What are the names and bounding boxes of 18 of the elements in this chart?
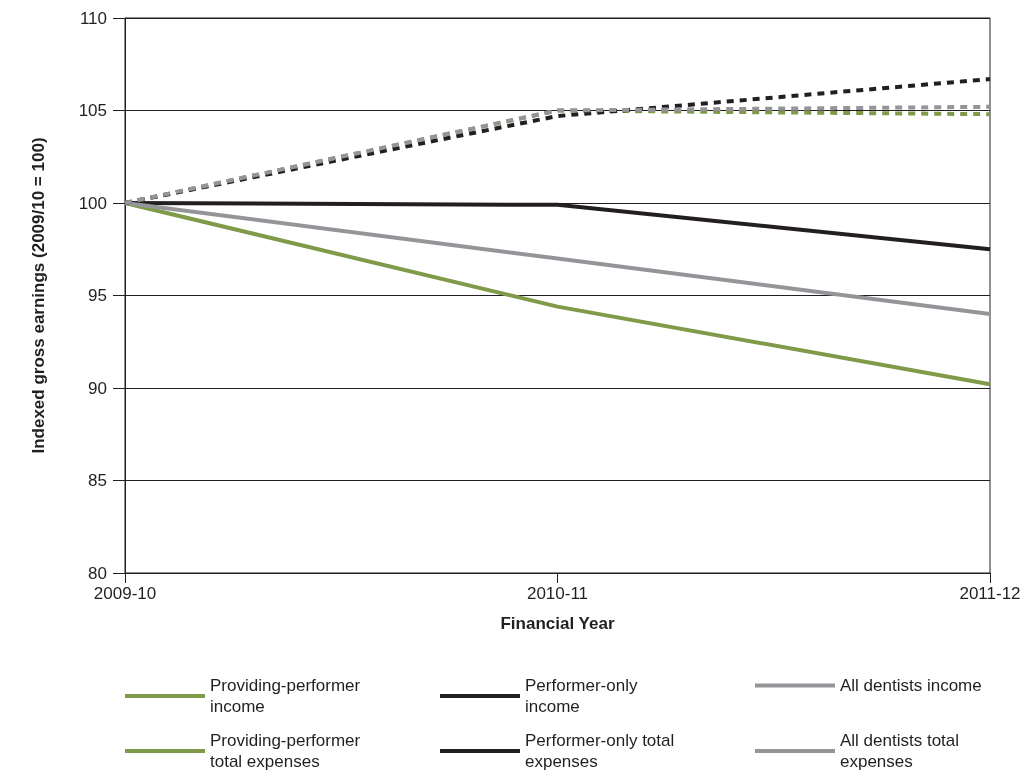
legend-label: All dentists total expenses — [840, 731, 964, 771]
x-axis-title: Financial Year — [500, 614, 615, 633]
y-axis-title: Indexed gross earnings (2009/10 = 100) — [29, 137, 48, 454]
y-tick-label: 95 — [88, 286, 107, 305]
y-tick-label: 105 — [78, 101, 107, 120]
legend-label: Performer-only total expenses — [525, 731, 679, 771]
x-tick-label: 2010-11 — [526, 584, 589, 603]
y-tick-label: 80 — [88, 563, 107, 583]
legend-label: Performer-only income — [525, 676, 643, 716]
y-tick-label: 110 — [79, 8, 107, 28]
legend-label: All dentists income — [840, 676, 982, 695]
x-tick-label: 2011-12 — [959, 584, 1021, 603]
legend-label: Providing-performer income — [210, 676, 365, 716]
y-tick-label: 85 — [88, 471, 107, 490]
legend-label: Providing-performer total expenses — [210, 731, 365, 771]
x-tick-label: 2009-10 — [93, 584, 157, 603]
y-tick-label: 90 — [88, 378, 107, 398]
y-tick-label: 100 — [78, 193, 107, 213]
